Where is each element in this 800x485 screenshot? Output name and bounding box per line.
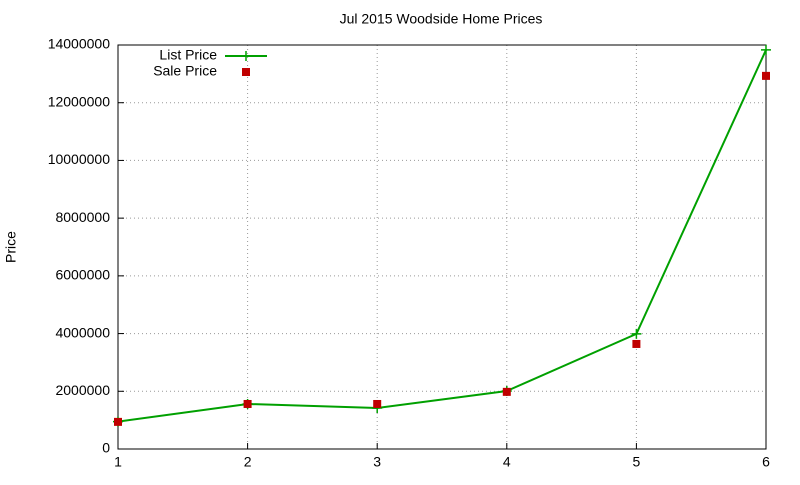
data-point — [502, 387, 511, 396]
x-tick-label: 3 — [373, 454, 381, 470]
x-tick-label: 4 — [503, 454, 511, 470]
y-tick-label: 2000000 — [55, 382, 110, 398]
y-tick-label: 0 — [102, 440, 110, 456]
legend-label: Sale Price — [153, 63, 217, 79]
y-axis-label: Price — [3, 231, 19, 263]
series-line — [117, 49, 767, 423]
x-tick-label: 5 — [633, 454, 641, 470]
data-point — [373, 399, 382, 408]
x-tick-label: 6 — [762, 454, 770, 470]
y-tick-label: 14000000 — [48, 36, 111, 52]
chart-title: Jul 2015 Woodside Home Prices — [340, 11, 543, 27]
y-tick-label: 10000000 — [48, 151, 111, 167]
y-tick-label: 12000000 — [48, 93, 111, 109]
data-point — [761, 44, 771, 55]
plot-frame — [117, 44, 767, 450]
data-point — [631, 328, 642, 339]
y-tick-label: 4000000 — [55, 324, 110, 340]
x-tick-label: 1 — [114, 454, 122, 470]
y-tick-label: 8000000 — [55, 209, 110, 225]
legend-swatch — [241, 51, 251, 61]
legend-swatch — [242, 68, 250, 76]
x-tick-label: 2 — [244, 454, 252, 470]
data-point — [762, 71, 770, 80]
legend-label: List Price — [159, 47, 217, 63]
data-point — [114, 417, 122, 426]
data-point — [632, 339, 641, 348]
data-point — [243, 399, 252, 408]
y-tick-label: 6000000 — [55, 267, 110, 283]
